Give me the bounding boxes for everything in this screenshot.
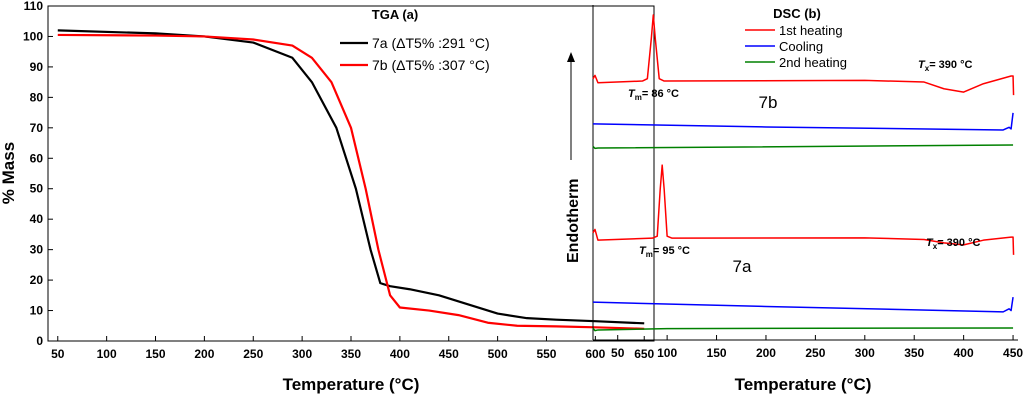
dsc-transition-annotation: Tm= 86 °C bbox=[628, 88, 679, 102]
dsc-legend-label: Cooling bbox=[779, 39, 823, 54]
tga-x-tick-label: 650 bbox=[634, 347, 654, 361]
tga-y-tick-label: 10 bbox=[30, 304, 44, 318]
annotation-value: = 390 °C bbox=[929, 59, 972, 71]
dsc-x-tick-label: 350 bbox=[904, 346, 924, 360]
tga-chart-title: TGA (a) bbox=[372, 7, 418, 22]
annotation-symbol: T bbox=[926, 237, 934, 249]
dsc-series-line-7a-1st-heating bbox=[592, 164, 1015, 255]
dsc-chart-title: DSC (b) bbox=[773, 6, 821, 21]
annotation-value: = 86 °C bbox=[642, 88, 679, 100]
annotation-value: = 95 °C bbox=[653, 245, 690, 257]
tga-y-tick-label: 0 bbox=[36, 334, 43, 348]
tga-x-tick-label: 450 bbox=[439, 347, 459, 361]
tga-x-tick-label: 550 bbox=[536, 347, 556, 361]
dsc-transition-annotation: Tx= 390 °C bbox=[926, 237, 980, 251]
dsc-x-tick-label: 300 bbox=[855, 346, 875, 360]
dsc-x-tick-label: 200 bbox=[756, 346, 776, 360]
dsc-x-axis-title: Temperature (°C) bbox=[735, 375, 872, 394]
dsc-x-tick-label: 50 bbox=[611, 346, 625, 360]
dsc-series-line-7a-cooling bbox=[592, 297, 1014, 313]
annotation-subscript: x bbox=[925, 64, 930, 73]
dsc-series-line-7a-2nd-heating bbox=[592, 327, 1014, 332]
tga-y-tick-label: 80 bbox=[30, 90, 44, 104]
annotation-symbol: T bbox=[639, 245, 647, 257]
dsc-x-tick-label: 150 bbox=[707, 346, 727, 360]
dsc-sample-label-7a: 7a bbox=[733, 257, 752, 276]
annotation-subscript: m bbox=[635, 93, 642, 102]
dsc-series-line-7b-2nd-heating bbox=[592, 144, 1014, 150]
tga-y-tick-label: 100 bbox=[23, 29, 43, 43]
dsc-transition-annotation: Tm= 95 °C bbox=[639, 245, 690, 259]
dsc-sample-label-7b: 7b bbox=[759, 93, 778, 112]
tga-x-tick-label: 100 bbox=[97, 347, 117, 361]
dsc-legend-label: 2nd heating bbox=[779, 55, 847, 70]
endotherm-arrow-icon bbox=[567, 52, 575, 62]
annotation-subscript: x bbox=[933, 242, 938, 251]
annotation-symbol: T bbox=[918, 59, 926, 71]
dsc-x-tick-label: 250 bbox=[805, 346, 825, 360]
tga-y-tick-label: 60 bbox=[30, 151, 44, 165]
dsc-legend-label: 1st heating bbox=[779, 23, 843, 38]
dsc-y-axis-title: Endotherm bbox=[565, 179, 582, 263]
tga-x-tick-label: 350 bbox=[341, 347, 361, 361]
annotation-symbol: T bbox=[628, 88, 636, 100]
tga-x-tick-label: 200 bbox=[194, 347, 214, 361]
dsc-x-tick-label: 450 bbox=[1003, 346, 1023, 360]
tga-x-tick-label: 600 bbox=[585, 347, 605, 361]
tga-y-tick-label: 20 bbox=[30, 273, 44, 287]
tga-x-tick-label: 300 bbox=[292, 347, 312, 361]
tga-y-tick-label: 30 bbox=[30, 243, 44, 257]
dsc-x-tick-label: 400 bbox=[954, 346, 974, 360]
dsc-x-tick-label: 100 bbox=[657, 346, 677, 360]
tga-x-axis-title: Temperature (°C) bbox=[283, 375, 420, 394]
dsc-transition-annotation: Tx= 390 °C bbox=[918, 59, 972, 73]
tga-y-axis-title: % Mass bbox=[0, 142, 18, 204]
tga-y-tick-label: 50 bbox=[30, 182, 44, 196]
dsc-series-line-7b-1st-heating bbox=[592, 14, 1015, 96]
tga-y-tick-label: 110 bbox=[24, 0, 44, 13]
tga-x-tick-label: 150 bbox=[146, 347, 166, 361]
tga-series-line-7b bbox=[57, 33, 645, 330]
tga-x-tick-label: 50 bbox=[51, 347, 65, 361]
tga-y-tick-label: 90 bbox=[30, 60, 44, 74]
tga-x-tick-label: 400 bbox=[390, 347, 410, 361]
dsc-series-line-7b-cooling bbox=[592, 112, 1014, 131]
tga-x-tick-label: 500 bbox=[488, 347, 508, 361]
tga-y-tick-label: 40 bbox=[30, 212, 44, 226]
tga-legend-label: 7a (ΔT5% :291 °C) bbox=[372, 35, 490, 51]
tga-series-line-7a bbox=[57, 29, 645, 325]
tga-x-tick-label: 250 bbox=[243, 347, 263, 361]
tga-y-tick-label: 70 bbox=[30, 121, 44, 135]
tga-legend-label: 7b (ΔT5% :307 °C) bbox=[372, 57, 490, 73]
annotation-value: = 390 °C bbox=[937, 237, 980, 249]
annotation-subscript: m bbox=[646, 250, 653, 259]
